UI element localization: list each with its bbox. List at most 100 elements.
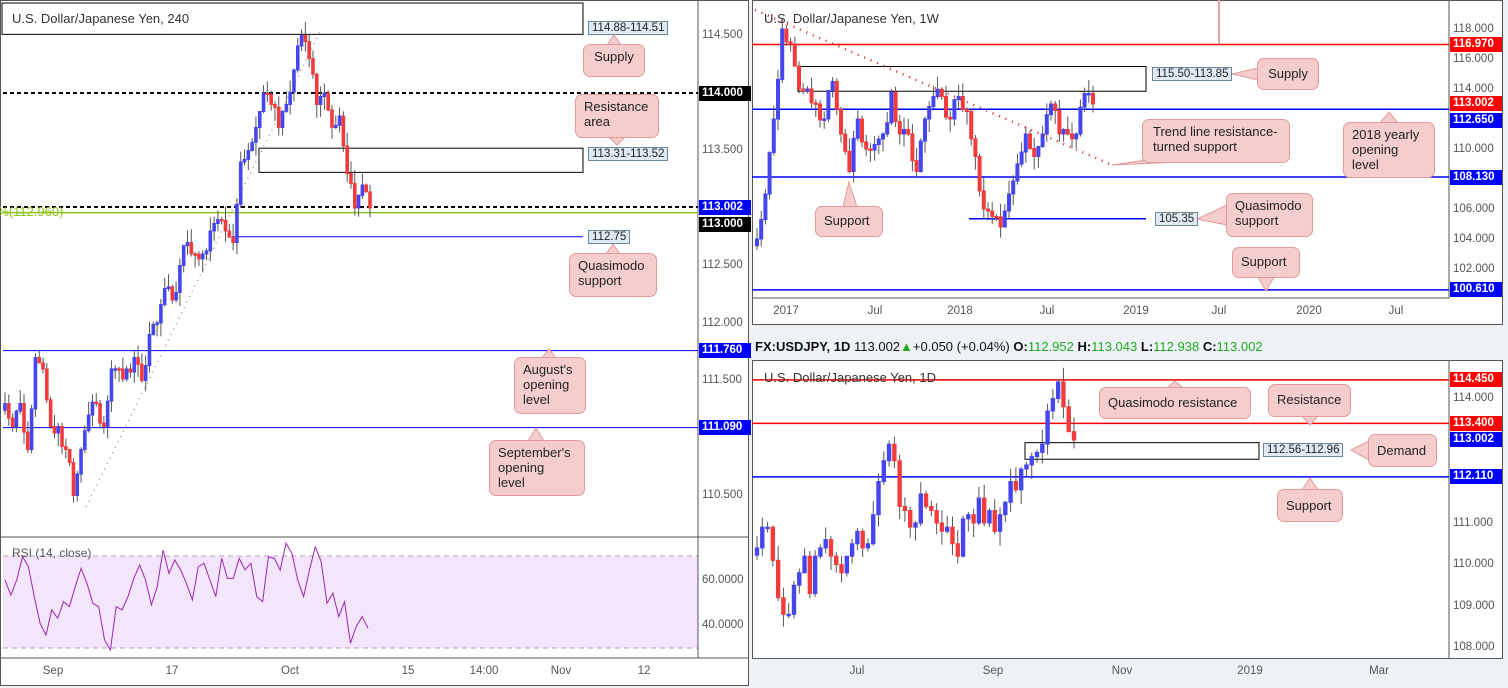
w1-candle (897, 121, 902, 135)
w1-time-label: Jul (1211, 305, 1227, 317)
h4-candle (307, 41, 311, 59)
w1-candle (1023, 133, 1028, 153)
h4-candle (333, 124, 338, 129)
h4-price-label: 114.500 (702, 29, 743, 41)
h4-candle (326, 92, 330, 111)
w1-candle (864, 141, 869, 150)
d1-callout-resistance: Resistance (1268, 384, 1351, 417)
d1-candle (1061, 381, 1066, 408)
d1-candle (1045, 410, 1050, 445)
h4-price-label: 111.760 (699, 343, 751, 359)
d1-candle (976, 497, 982, 524)
w1-candle (1086, 92, 1091, 96)
w1-candle (818, 103, 822, 121)
h4-candle (140, 363, 144, 382)
h4-candle (330, 109, 334, 129)
d1-candle (770, 526, 776, 561)
d1-candle (1040, 443, 1045, 453)
w1-time-label: Jul (1388, 305, 1404, 317)
w1-candle (792, 43, 797, 67)
h4-candle (299, 35, 304, 47)
w1-price-label: 100.610 (1450, 282, 1502, 298)
w1-candle (973, 138, 978, 158)
h4-candle (170, 286, 175, 301)
w1-candle (1002, 210, 1007, 228)
w1-candle (813, 102, 818, 105)
h4-candle (250, 141, 254, 151)
callout-resistance-area: Resistance area (575, 94, 659, 138)
w1-candle (1040, 133, 1045, 147)
h4-time-label: 17 (165, 665, 179, 677)
w1-candle (990, 210, 995, 218)
w1-candle (994, 216, 999, 219)
d1-candle (797, 572, 802, 586)
h4-candle (102, 422, 106, 428)
low-label: L: (1140, 339, 1154, 354)
d1-candle (897, 460, 902, 507)
h4-price-label: 113.000 (699, 216, 751, 232)
w1-candle (944, 96, 948, 118)
w1-candle (956, 96, 961, 101)
h4-candle (318, 95, 323, 106)
h4-candle (269, 93, 273, 106)
w1-candle (910, 133, 915, 162)
w1-candle (885, 122, 890, 135)
h4-candle (29, 408, 34, 450)
h4-candle (345, 145, 349, 175)
h4-candle (64, 446, 68, 450)
h4-price-label: 110.500 (702, 489, 743, 501)
d1-candle (997, 514, 1003, 532)
h4-candle (56, 426, 61, 434)
w1-price-label: 112.650 (1450, 113, 1502, 128)
w1-candle (952, 99, 957, 120)
high-label: H: (1077, 339, 1092, 354)
w1-candle (872, 144, 877, 151)
d1-candle (987, 510, 992, 524)
w1-candle (834, 81, 839, 110)
callout-september-opening: September's opening level (489, 440, 585, 496)
d1-candle (1024, 464, 1029, 470)
d1-candle (881, 460, 886, 482)
h4-candle (322, 92, 327, 97)
low-value: 112.938 (1153, 339, 1200, 354)
w1-chart-title: U.S. Dollar/Japanese Yen, 1W (764, 11, 939, 26)
w1-candle (860, 118, 864, 143)
w1-candle (843, 133, 848, 152)
h4-candle (276, 106, 281, 129)
h4-candle (71, 462, 76, 497)
w1-candle (1074, 133, 1079, 140)
w1-candle (822, 118, 827, 121)
d1-candle (786, 613, 791, 617)
supply-zone-label: 114.88-114.51 (588, 21, 669, 35)
h4-price-label: 113.002 (699, 200, 751, 216)
price-change: +0.050 (+0.04%) (912, 339, 1010, 354)
w1-candle (759, 219, 764, 240)
h4-candle (311, 58, 315, 75)
w1-candle (1011, 180, 1016, 195)
w1-candle (1078, 106, 1083, 135)
d1-candle (1008, 481, 1013, 503)
w1-candle (1082, 93, 1087, 108)
d1-candle (1003, 501, 1008, 516)
w1-callout-support-low: Support (1232, 247, 1300, 278)
h4-candle (22, 403, 26, 433)
h4-candle (33, 357, 38, 410)
w1-candle (855, 118, 860, 139)
h4-candle (303, 35, 308, 43)
h4-price-label: 111.090 (699, 420, 751, 436)
d1-candle (950, 526, 955, 545)
d1-candle (929, 505, 934, 512)
w1-price-label: 110.000 (1453, 142, 1494, 155)
h4-candle (227, 230, 232, 238)
w1-candle (948, 116, 953, 120)
d1-time-label: Mar (1369, 665, 1389, 677)
w1-candle (893, 91, 898, 123)
w1-candle (826, 90, 831, 120)
w1-candle (1070, 133, 1074, 140)
d1-candle (966, 514, 971, 520)
h4-candle (48, 399, 53, 427)
w1-candle (1028, 133, 1032, 149)
d1-callout-support: Support (1277, 489, 1343, 522)
d1-candle (960, 518, 966, 557)
